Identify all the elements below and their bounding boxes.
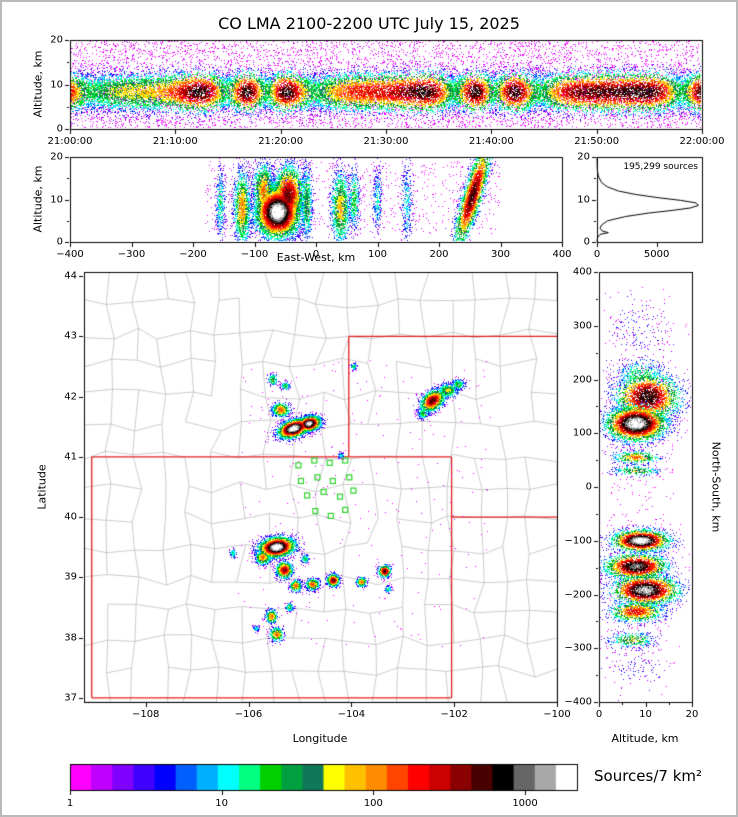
figure-title: CO LMA 2100-2200 UTC July 15, 2025 [218,14,520,33]
plan-view-map-panel [84,272,557,702]
east-west-height-panel [70,157,562,242]
map-ylabel: Latitude [35,464,49,510]
ew-height-ylabel: Altitude, km [31,165,45,233]
ns-height-xlabel: Altitude, km [611,732,679,745]
map-xlabel: Longitude [292,732,348,745]
altitude-histogram-panel [597,157,702,242]
north-south-height-panel [599,272,692,702]
time-height-ylabel: Altitude, km [31,50,45,118]
colorbar-label: Sources/7 km² [594,767,703,785]
ew-height-xlabel: East-West, km [276,251,356,264]
histogram-annotation: 195,299 sources [623,162,698,172]
ns-height-ylabel: North-South, km [709,441,723,533]
colorbar [70,764,577,790]
time-height-panel [70,40,702,129]
